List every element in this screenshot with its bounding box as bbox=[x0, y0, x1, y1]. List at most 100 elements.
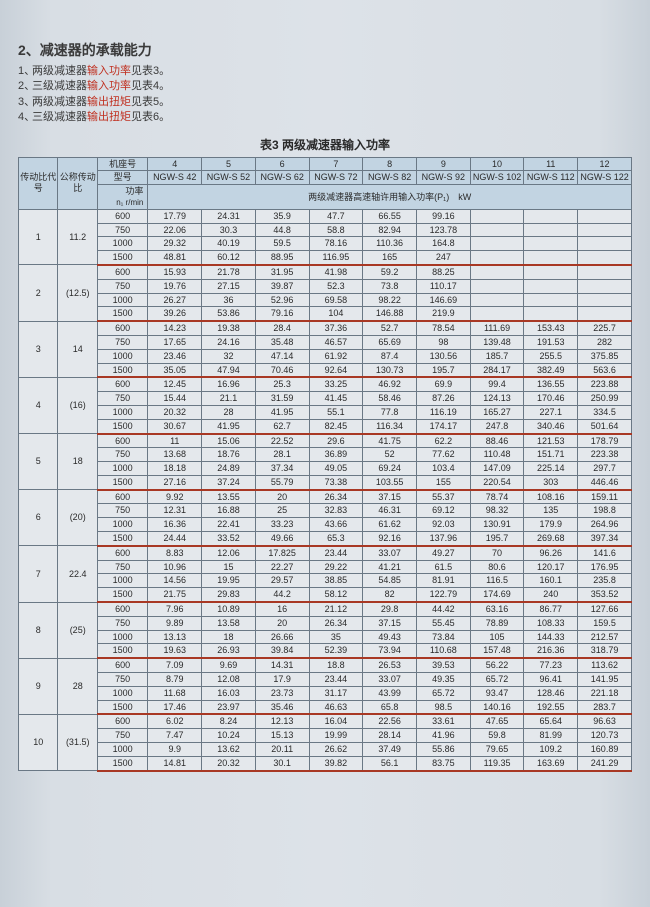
cell-value: 165.27 bbox=[470, 405, 524, 419]
cell-value: 37.24 bbox=[202, 475, 256, 489]
cell-value: 17.79 bbox=[148, 209, 202, 223]
cell-value: 49.43 bbox=[363, 630, 417, 644]
cell-value: 15.06 bbox=[202, 434, 256, 448]
cell-value bbox=[470, 209, 524, 223]
power-table: 传动比代号 公称传动比 机座号 4 5 6 7 8 9 10 11 12 型号 … bbox=[18, 157, 632, 772]
table-row: 722.46008.8312.0617.82523.4433.0749.2770… bbox=[19, 546, 632, 560]
cell-value: 26.53 bbox=[363, 658, 417, 672]
cell-value: 139.48 bbox=[470, 335, 524, 349]
cell-value: 241.29 bbox=[578, 756, 632, 770]
cell-nominal: 14 bbox=[58, 321, 97, 377]
cell-value: 123.78 bbox=[416, 223, 470, 237]
cell-speed: 1000 bbox=[97, 462, 147, 476]
cell-value: 60.12 bbox=[202, 251, 256, 265]
cell-value: 37.15 bbox=[363, 616, 417, 630]
table-row: 7507.4710.2415.1319.9928.1441.9659.881.9… bbox=[19, 729, 632, 743]
cell-ratio-code: 4 bbox=[19, 377, 58, 433]
note-num: 1、 bbox=[18, 64, 32, 79]
cell-value: 43.99 bbox=[363, 686, 417, 700]
cell-value: 22.52 bbox=[255, 434, 309, 448]
cell-ratio-code: 8 bbox=[19, 602, 58, 658]
cell-value: 26.66 bbox=[255, 630, 309, 644]
cell-speed: 1500 bbox=[97, 475, 147, 489]
cell-value: 33.07 bbox=[363, 546, 417, 560]
cell-value: 269.68 bbox=[524, 532, 578, 546]
table-title: 表3 两级减速器输入功率 bbox=[18, 136, 632, 153]
cell-value: 69.9 bbox=[416, 377, 470, 391]
cell-value: 19.95 bbox=[202, 574, 256, 588]
hdr-mn: 10 bbox=[470, 157, 524, 171]
cell-value: 13.68 bbox=[148, 448, 202, 462]
table-row: 100014.5619.9529.5738.8554.8581.91116.51… bbox=[19, 574, 632, 588]
cell-value: 179.9 bbox=[524, 518, 578, 532]
hdr-allow-power: 两级减速器高速轴许用输入功率(P₁) kW bbox=[148, 185, 632, 210]
cell-value: 52.7 bbox=[363, 321, 417, 335]
cell-value: 303 bbox=[524, 475, 578, 489]
cell-value: 20.11 bbox=[255, 743, 309, 757]
cell-value: 397.34 bbox=[578, 532, 632, 546]
table-row: 150019.6326.9339.8452.3973.94110.68157.4… bbox=[19, 644, 632, 658]
table-row: 100020.322841.9555.177.8116.19165.27227.… bbox=[19, 405, 632, 419]
cell-value bbox=[524, 223, 578, 237]
cell-value: 563.6 bbox=[578, 363, 632, 377]
table-row: 75012.3116.882532.8346.3169.1298.3213519… bbox=[19, 504, 632, 518]
cell-value: 70.46 bbox=[255, 363, 309, 377]
table-row: 150017.4623.9735.4646.6365.898.5140.1619… bbox=[19, 700, 632, 714]
cell-nominal: 28 bbox=[58, 658, 97, 714]
cell-speed: 600 bbox=[97, 209, 147, 223]
table-row: 150048.8160.1288.95116.95165247 bbox=[19, 251, 632, 265]
cell-value: 44.2 bbox=[255, 588, 309, 602]
cell-value: 192.55 bbox=[524, 700, 578, 714]
cell-value: 79.16 bbox=[255, 307, 309, 321]
cell-value: 37.15 bbox=[363, 490, 417, 504]
cell-value: 116.95 bbox=[309, 251, 363, 265]
cell-value bbox=[524, 251, 578, 265]
cell-value: 21.78 bbox=[202, 265, 256, 279]
table-row: 150039.2653.8679.16104146.88219.9 bbox=[19, 307, 632, 321]
cell-value: 24.31 bbox=[202, 209, 256, 223]
cell-value: 20 bbox=[255, 616, 309, 630]
cell-value: 144.33 bbox=[524, 630, 578, 644]
cell-value bbox=[578, 293, 632, 307]
table-row: 111.260017.7924.3135.947.766.5599.16 bbox=[19, 209, 632, 223]
cell-speed: 600 bbox=[97, 546, 147, 560]
cell-value: 501.64 bbox=[578, 419, 632, 433]
cell-value: 14.23 bbox=[148, 321, 202, 335]
cell-value: 25 bbox=[255, 504, 309, 518]
table-row: 100029.3240.1959.578.16110.36164.8 bbox=[19, 237, 632, 251]
cell-value: 24.16 bbox=[202, 335, 256, 349]
cell-value: 13.13 bbox=[148, 630, 202, 644]
cell-value: 14.56 bbox=[148, 574, 202, 588]
cell-speed: 1500 bbox=[97, 532, 147, 546]
cell-value: 65.72 bbox=[470, 673, 524, 687]
cell-value: 88.25 bbox=[416, 265, 470, 279]
table-row: 9286007.099.6914.3118.826.5339.5356.2277… bbox=[19, 658, 632, 672]
cell-value: 78.54 bbox=[416, 321, 470, 335]
cell-speed: 1500 bbox=[97, 251, 147, 265]
cell-value: 170.46 bbox=[524, 392, 578, 406]
cell-speed: 1000 bbox=[97, 293, 147, 307]
cell-value: 31.95 bbox=[255, 265, 309, 279]
cell-value: 164.8 bbox=[416, 237, 470, 251]
hdr-mn: 7 bbox=[309, 157, 363, 171]
table-row: 75015.4421.131.5941.4558.4687.26124.1317… bbox=[19, 392, 632, 406]
cell-speed: 1000 bbox=[97, 405, 147, 419]
cell-ratio-code: 1 bbox=[19, 209, 58, 265]
cell-value: 159.11 bbox=[578, 490, 632, 504]
cell-value: 46.31 bbox=[363, 504, 417, 518]
cell-value: 174.17 bbox=[416, 419, 470, 433]
hdr-model-v: NGW-S 82 bbox=[363, 171, 417, 185]
cell-value: 29.83 bbox=[202, 588, 256, 602]
cell-value: 20.32 bbox=[202, 756, 256, 770]
cell-value: 8.83 bbox=[148, 546, 202, 560]
cell-value: 63.16 bbox=[470, 602, 524, 616]
cell-value: 19.99 bbox=[309, 729, 363, 743]
cell-speed: 1000 bbox=[97, 518, 147, 532]
cell-nominal: (20) bbox=[58, 490, 97, 546]
cell-value: 39.53 bbox=[416, 658, 470, 672]
cell-value: 65.72 bbox=[416, 686, 470, 700]
cell-value: 10.96 bbox=[148, 560, 202, 574]
cell-value bbox=[524, 237, 578, 251]
cell-nominal: 18 bbox=[58, 434, 97, 490]
cell-speed: 750 bbox=[97, 448, 147, 462]
